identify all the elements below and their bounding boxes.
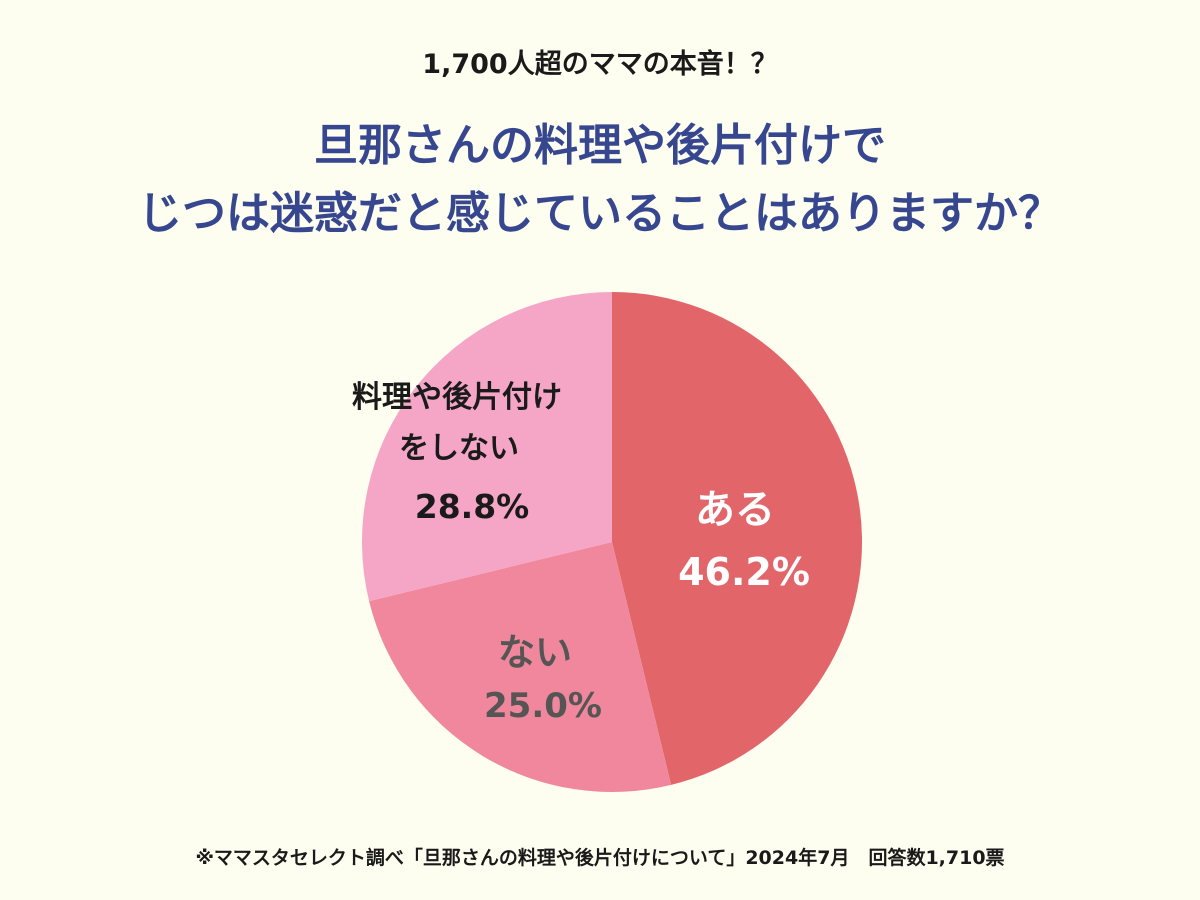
slice-label-shinai-line-1: 料理や後片付け	[352, 380, 562, 415]
pie-slice-0	[612, 292, 863, 785]
slice-label-aru: ある	[695, 487, 775, 533]
chart-subtitle: 1,700人超のママの本音！？	[422, 49, 778, 80]
pie-slice-1	[369, 542, 672, 793]
slice-value-aru: 46.2%	[678, 550, 810, 594]
pie-slice-2	[361, 292, 612, 602]
slice-label-shinai-line-2: をしない	[399, 431, 519, 466]
slice-value-nai: 25.0%	[484, 686, 602, 726]
slice-label-nai: ない	[498, 631, 572, 674]
chart-title-line-1: 旦那さんの料理や後片付けで	[314, 120, 886, 171]
source-footnote: ※ママスタセレクト調べ「旦那さんの料理や後片付けについて」2024年7月 回答数…	[195, 847, 1005, 869]
pie-slices	[361, 292, 863, 793]
chart-title-line-2: じつは迷惑だと感じていることはありますか？	[138, 188, 1062, 239]
slice-value-shinai: 28.8%	[415, 487, 530, 526]
chart-title: 旦那さんの料理や後片付けで じつは迷惑だと感じていることはありますか？	[0, 112, 1200, 248]
